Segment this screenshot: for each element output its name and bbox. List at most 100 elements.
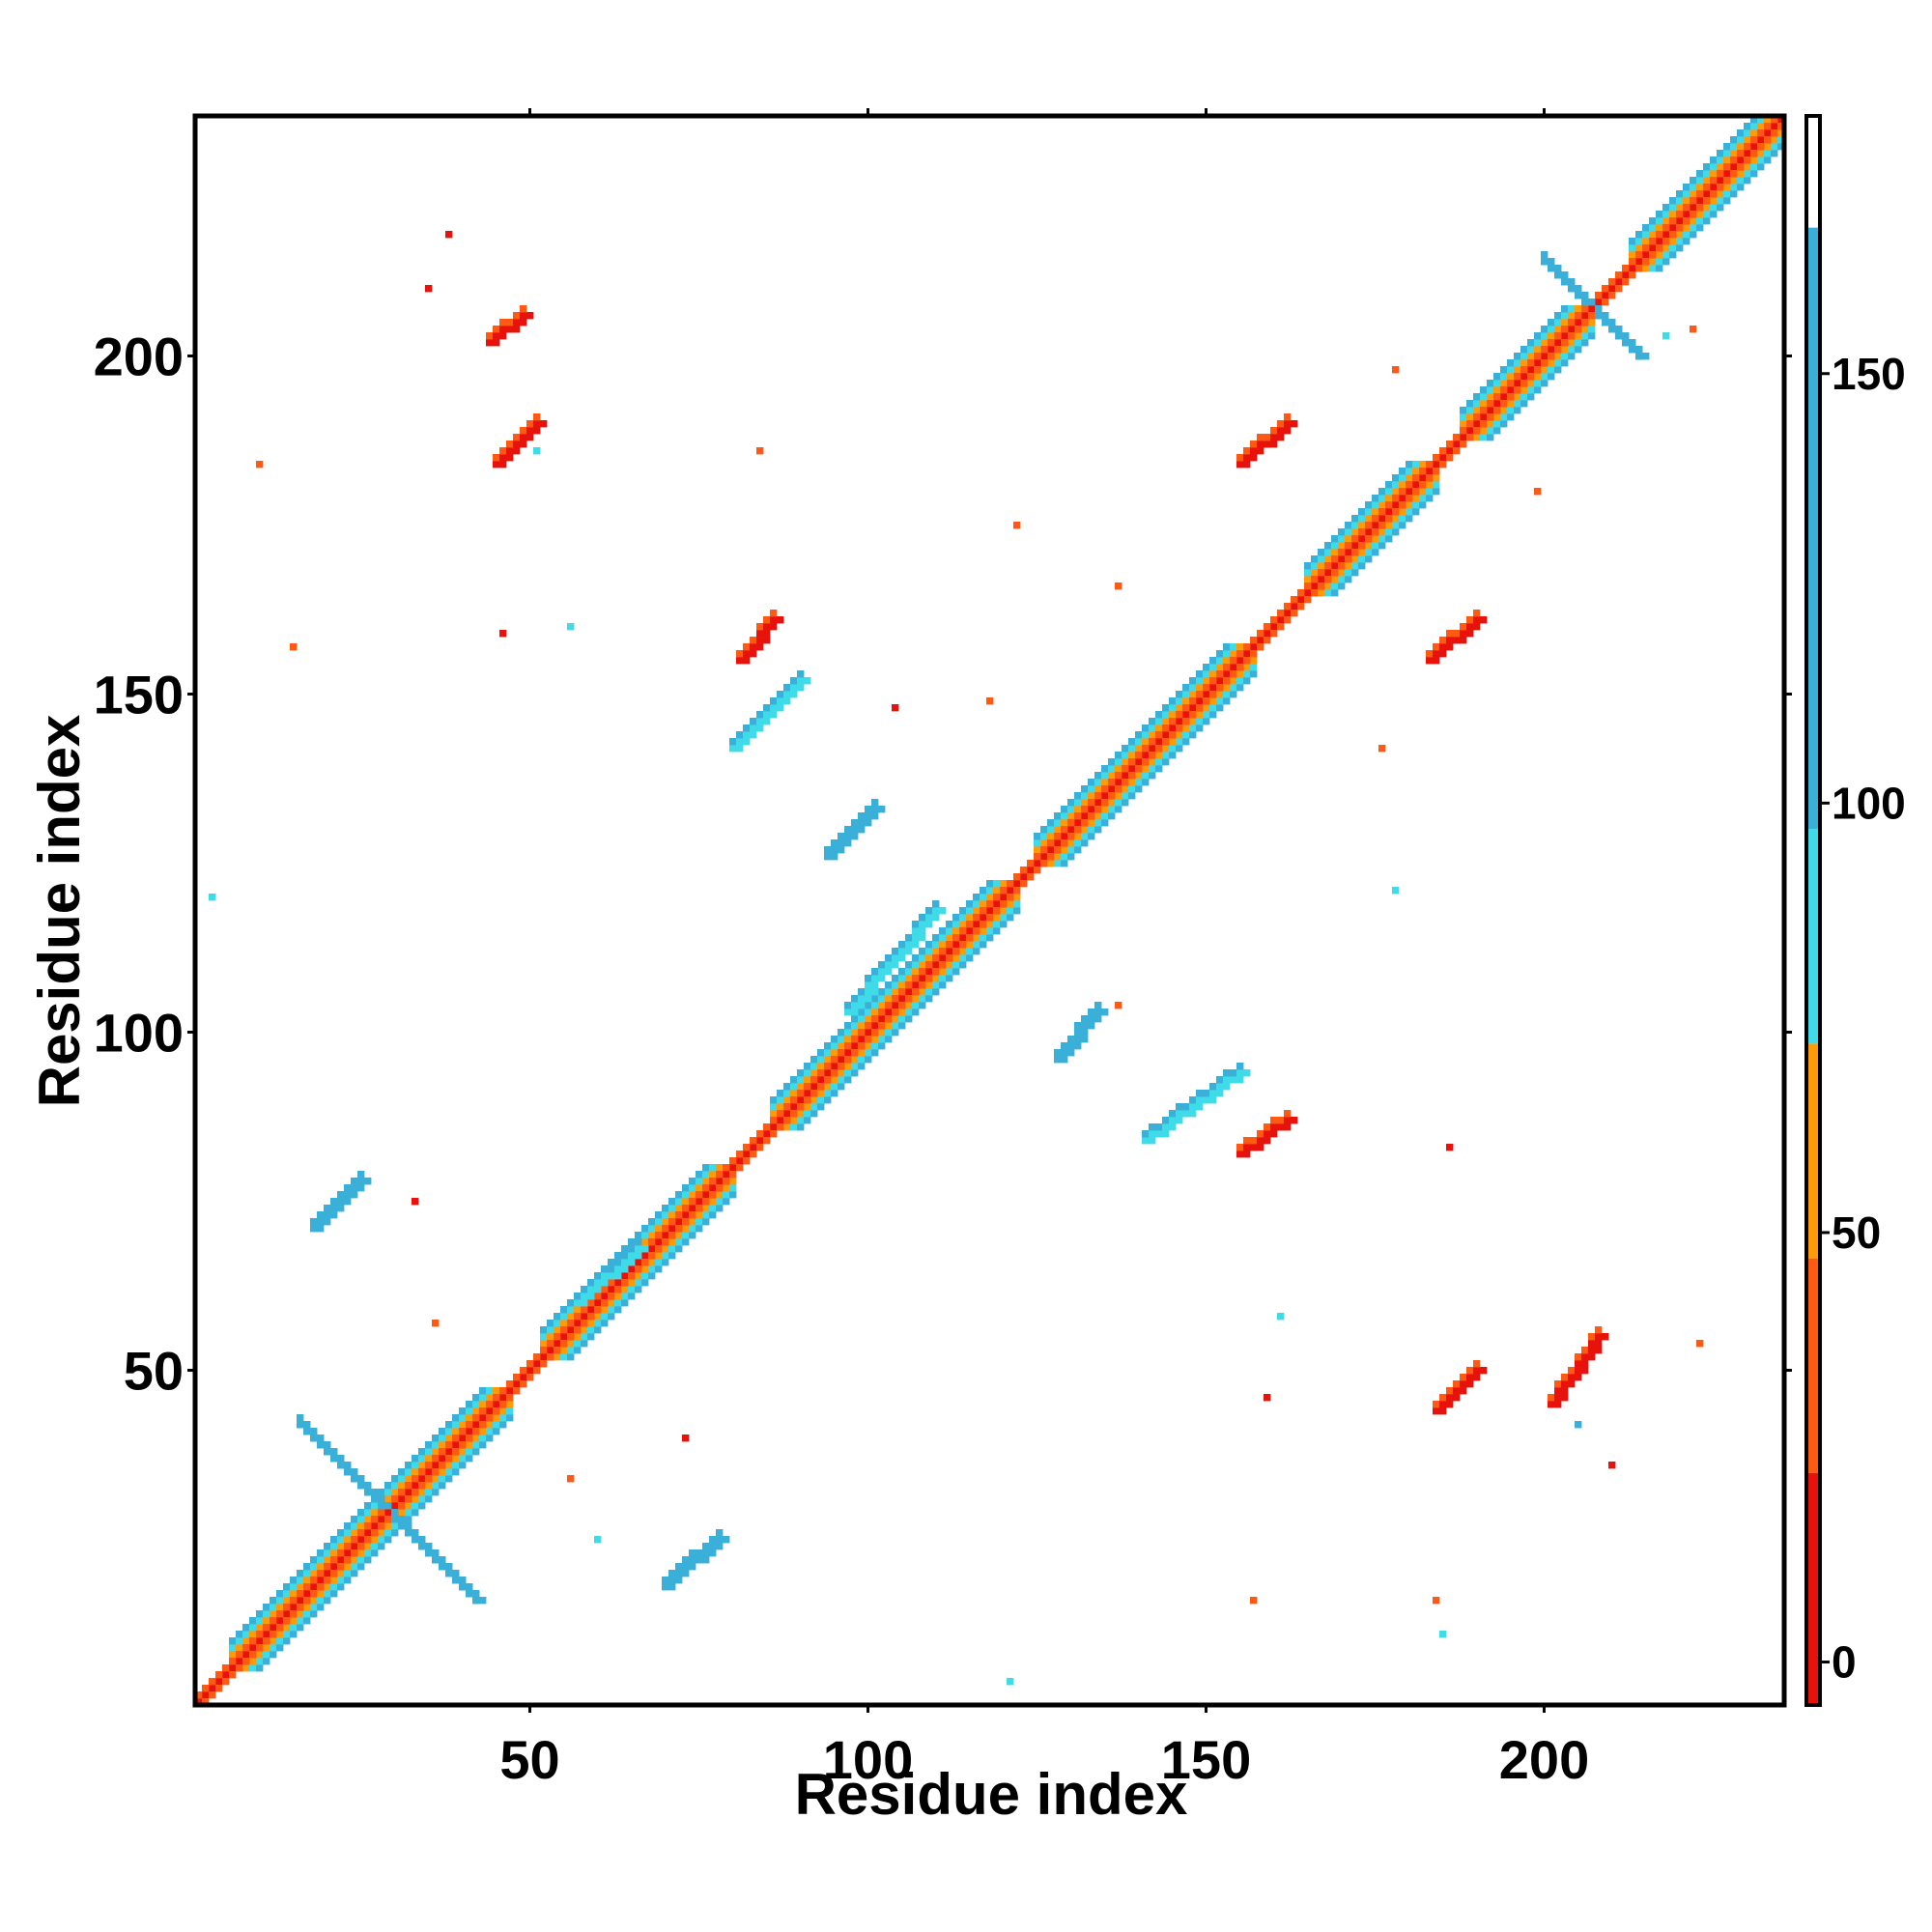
- heatmap-cell-970: [959, 948, 967, 955]
- heatmap-cell-245: [236, 1644, 243, 1652]
- heatmap-cell-1968: [1054, 846, 1062, 854]
- heatmap-cell-123: [1027, 867, 1035, 874]
- heatmap-cell-2086: [1453, 447, 1461, 455]
- heatmap-cell-398: [378, 1529, 385, 1537]
- heatmap-cell-1690: [1757, 150, 1765, 157]
- heatmap-cell-1420: [1487, 434, 1494, 441]
- heatmap-cell-1085: [1074, 799, 1082, 807]
- heatmap-cell-163: [1297, 596, 1305, 604]
- heatmap-cell-2680: [1189, 1110, 1197, 1118]
- heatmap-cell-1079: [1067, 799, 1075, 807]
- heatmap-cell-1763: [357, 1529, 365, 1537]
- heatmap-cell-1544: [1581, 326, 1589, 333]
- heatmap-cell-2570: [696, 1549, 703, 1557]
- heatmap-cell-1935: [939, 948, 947, 955]
- heatmap-cell-9: [256, 1637, 264, 1645]
- heatmap-cell-384: [371, 1543, 379, 1550]
- heatmap-cell-1286: [1324, 582, 1332, 590]
- heatmap-cell-11: [270, 1624, 277, 1632]
- heatmap-cell-1990: [1128, 772, 1136, 780]
- heatmap-cell-2494: [1480, 1367, 1488, 1375]
- heatmap-cell-370: [364, 1556, 372, 1564]
- heatmap-cell-91: [810, 1083, 818, 1091]
- heatmap-cell-1982: [1101, 799, 1109, 807]
- heatmap-cell-1774: [398, 1502, 406, 1510]
- heatmap-cell-219: [1676, 217, 1684, 225]
- heatmap-cell-1775: [398, 1489, 406, 1496]
- heatmap-cell-186: [1453, 440, 1461, 448]
- heatmap-cell-2060: [1365, 535, 1373, 543]
- heatmap-cell-712: [689, 1218, 696, 1226]
- heatmap-cell-1801: [486, 1401, 494, 1408]
- heatmap-cell-1701: [1750, 116, 1758, 124]
- heatmap-cell-2330: [1568, 278, 1576, 286]
- heatmap-cell-576: [574, 1333, 582, 1341]
- heatmap-cell-1898: [817, 1083, 825, 1091]
- heatmap-cell-731: [689, 1178, 696, 1185]
- heatmap-cell-2721: [871, 975, 879, 982]
- heatmap-cell-1579: [1649, 224, 1657, 232]
- heatmap-cell-2729: [885, 954, 893, 962]
- heatmap-cell-1174: [1169, 745, 1177, 753]
- heatmap-cell-1867: [709, 1178, 717, 1185]
- heatmap-cell-1221: [1189, 684, 1197, 692]
- heatmap-cell-446: [418, 1489, 426, 1496]
- heatmap-cell-1467: [1500, 366, 1508, 374]
- heatmap-cell-5: [229, 1664, 237, 1672]
- heatmap-cell-1636: [1717, 197, 1724, 205]
- heatmap-cell-1336: [1372, 542, 1379, 550]
- heatmap-cell-1702: [1777, 143, 1785, 151]
- heatmap-cell-1287: [1311, 562, 1319, 570]
- heatmap-cell-1770: [384, 1516, 392, 1523]
- heatmap-cell-949: [925, 941, 933, 949]
- heatmap-cell-2537: [324, 1205, 331, 1212]
- heatmap-cell-64: [628, 1265, 636, 1273]
- heatmap-cell-26: [371, 1522, 379, 1530]
- heatmap-cell-1904: [838, 1063, 845, 1070]
- heatmap-cell-2756: [574, 1293, 582, 1300]
- heatmap-cell-2521: [1595, 1347, 1603, 1354]
- heatmap-cell-2364: [499, 454, 507, 462]
- heatmap-cell-2587: [844, 839, 852, 847]
- heatmap-cell-981: [952, 914, 960, 922]
- heatmap-cell-1728: [242, 1658, 250, 1665]
- heatmap-cell-889: [878, 1002, 886, 1009]
- heatmap-cell-667: [635, 1232, 642, 1239]
- heatmap-cell-2165: [1717, 170, 1724, 178]
- heatmap-cell-505: [452, 1414, 460, 1422]
- heatmap-cell-1683: [1737, 136, 1745, 144]
- heatmap-cell-2175: [1750, 136, 1758, 144]
- heatmap-cell-385: [351, 1516, 358, 1523]
- heatmap-cell-1327: [1345, 528, 1352, 536]
- heatmap-cell-474: [452, 1468, 460, 1476]
- heatmap-cell-1252: [1230, 677, 1237, 685]
- heatmap-cell-2243: [405, 1529, 412, 1537]
- heatmap-cell-561: [547, 1326, 554, 1334]
- heatmap-cell-383: [351, 1522, 358, 1530]
- heatmap-cell-884: [892, 1022, 899, 1030]
- heatmap-cell-2735: [898, 941, 906, 949]
- heatmap-cell-2126: [1588, 312, 1596, 320]
- heatmap-cell-2679: [1182, 1110, 1190, 1118]
- heatmap-cell-2: [209, 1685, 216, 1692]
- heatmap-cell-2166: [1723, 177, 1731, 185]
- heatmap-cell-1994: [1142, 758, 1150, 766]
- heatmap-cell-915: [898, 975, 906, 982]
- heatmap-cell-131: [1081, 812, 1089, 820]
- heatmap-cell-1061: [1054, 819, 1062, 827]
- heatmap-cell-2066: [1385, 515, 1393, 523]
- heatmap-cell-1626: [1703, 204, 1711, 212]
- heatmap-cell-148: [1196, 697, 1204, 705]
- heatmap-cell-1836: [608, 1293, 615, 1300]
- heatmap-cell-2048: [1324, 576, 1332, 583]
- heatmap-cell-513: [459, 1407, 467, 1415]
- heatmap-cell-640: [628, 1279, 636, 1287]
- heatmap-cell-2737: [912, 941, 920, 949]
- heatmap-cell-512: [479, 1435, 487, 1442]
- heatmap-cell-1830: [587, 1313, 595, 1321]
- heatmap-cell-1127: [1108, 758, 1116, 766]
- heatmap-cell-635: [608, 1259, 615, 1266]
- heatmap-cell-1697: [1750, 129, 1758, 137]
- heatmap-cell-2283: [472, 1597, 480, 1605]
- heatmap-cell-2415: [1264, 440, 1271, 448]
